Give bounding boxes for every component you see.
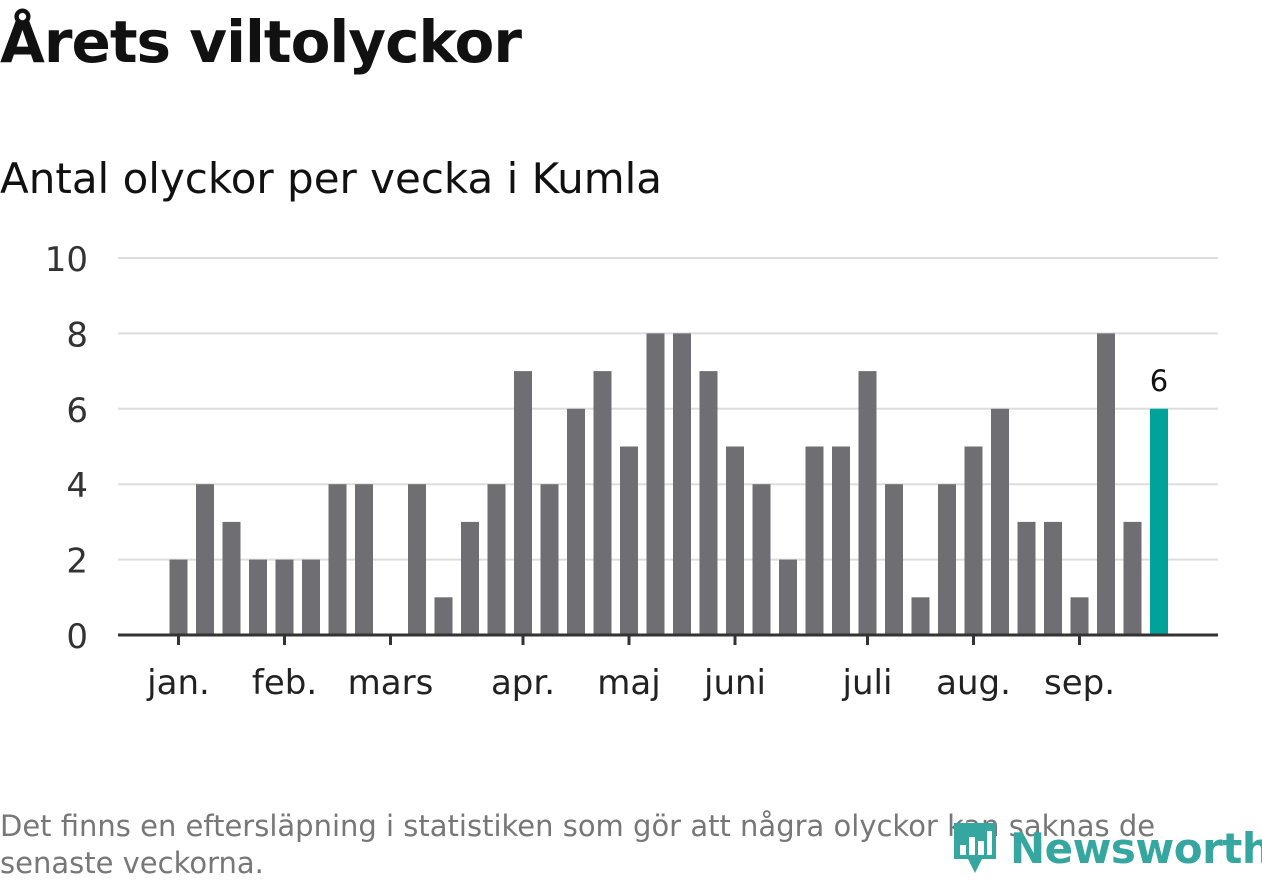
bar-week-35	[1070, 597, 1089, 635]
bar-week-13	[487, 484, 506, 635]
bar-week-2	[196, 484, 214, 635]
bar-week-29	[911, 597, 930, 635]
bar-week-6	[302, 559, 320, 635]
x-tick-label-jan.: jan.	[146, 663, 210, 703]
data-labels: 6	[1150, 364, 1168, 398]
bar-week-1	[169, 559, 188, 635]
bar-week-20	[673, 333, 691, 635]
chart-title: Årets viltolyckor	[0, 8, 522, 76]
bar-week-23	[752, 484, 771, 635]
y-tick-label-10: 10	[45, 240, 88, 280]
y-axis-ticks: 0 2 4 6 8 10	[45, 240, 88, 657]
bar-week-24	[779, 559, 797, 635]
bar-week-26	[832, 446, 850, 635]
bar-week-12	[461, 521, 479, 635]
bar-week-31	[964, 446, 983, 635]
bar-week-21	[699, 371, 718, 635]
bar-week-18	[620, 446, 638, 635]
y-tick-label-6: 6	[66, 391, 88, 431]
chart-subtitle: Antal olyckor per vecka i Kumla	[0, 154, 663, 203]
bar-week-22	[726, 446, 744, 635]
bar-chart-logo-icon	[954, 823, 996, 873]
bar-week-25	[805, 446, 824, 635]
x-tick-label-aug.: aug.	[936, 663, 1011, 703]
bar-week-10	[408, 484, 426, 635]
bar-week-17	[593, 371, 612, 635]
bar-week-30	[938, 484, 956, 635]
footnote: Det finns en eftersläpning i statistiken…	[0, 809, 1156, 880]
x-axis: jan. feb. mars apr. maj juni juli aug. sep.	[118, 633, 1218, 703]
logo-text: Newsworthy	[1010, 823, 1262, 873]
bar-week-38	[1150, 408, 1168, 635]
bar-week-14	[514, 371, 532, 635]
y-tick-label-4: 4	[66, 466, 88, 506]
y-tick-label-2: 2	[66, 542, 88, 582]
y-tick-label-0: 0	[66, 617, 88, 657]
x-tick-label-sep.: sep.	[1044, 663, 1115, 703]
bar-week-28	[885, 484, 903, 635]
bar-week-19	[646, 333, 665, 635]
newsworthy-logo: Newsworthy	[950, 818, 1262, 878]
bar-week-11	[434, 597, 453, 635]
bar-week-3	[222, 521, 241, 635]
y-tick-label-8: 8	[66, 315, 88, 355]
bar-week-37	[1123, 521, 1142, 635]
bar-week-15	[540, 484, 559, 635]
data-label-last-week: 6	[1150, 364, 1168, 398]
bar-week-4	[249, 559, 267, 635]
bar-week-7	[328, 484, 347, 635]
bar-week-8	[355, 484, 373, 635]
bars	[169, 333, 1168, 635]
x-tick-label-mars: mars	[348, 663, 434, 703]
bar-week-27	[858, 371, 877, 635]
bar-week-16	[567, 408, 585, 635]
x-tick-label-juli: juli	[842, 663, 893, 703]
bar-week-36	[1097, 333, 1115, 635]
bar-week-5	[275, 559, 294, 635]
x-tick-label-maj: maj	[597, 663, 660, 703]
gridlines	[118, 257, 1218, 561]
x-tick-label-apr.: apr.	[491, 663, 555, 703]
bar-week-33	[1017, 521, 1036, 635]
x-tick-label-feb.: feb.	[252, 663, 317, 703]
x-tick-label-juni: juni	[703, 663, 766, 703]
bar-week-32	[991, 408, 1009, 635]
bar-week-34	[1044, 521, 1062, 635]
